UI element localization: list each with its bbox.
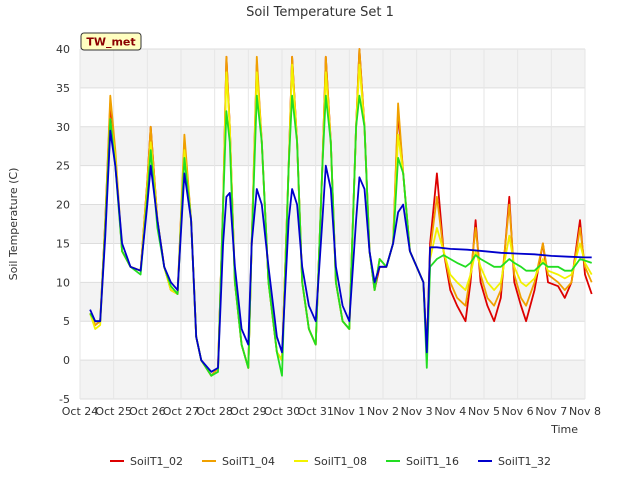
legend-label-2: SoilT1_08 (314, 455, 367, 468)
x-tick-label-8: Nov 1 (333, 405, 365, 418)
x-tick-label-7: Oct 31 (297, 405, 334, 418)
station-label: TW_met (86, 36, 135, 49)
legend: SoilT1_02 SoilT1_04 SoilT1_08 SoilT1_16 Soil… (110, 455, 551, 468)
chart-title: Soil Temperature Set 1 (246, 5, 394, 20)
y-tick-label-4: 15 (56, 237, 70, 250)
x-tick-label-10: Nov 3 (401, 405, 433, 418)
band-7 (80, 87, 585, 127)
y-tick-label-0: -5 (59, 393, 70, 406)
x-tick-label-15: Nov 8 (569, 405, 601, 418)
band-0 (80, 360, 585, 399)
series-line-soilt1-32 (89, 129, 592, 373)
x-tick-label-3: Oct 27 (163, 405, 200, 418)
y-tick-label-7: 30 (56, 121, 70, 134)
x-tick-label-0: Oct 24 (62, 405, 99, 418)
x-tick-label-4: Oct 28 (196, 405, 233, 418)
band-6 (80, 126, 585, 166)
band-3 (80, 243, 585, 283)
x-tick-label-5: Oct 29 (230, 405, 267, 418)
series-line-soilt1-16 (89, 94, 592, 377)
x-tick-label-2: Oct 26 (129, 405, 166, 418)
x-tick-label-14: Nov 7 (535, 405, 567, 418)
legend-label-1: SoilT1_04 (222, 455, 275, 468)
x-tick-label-1: Oct 25 (95, 405, 132, 418)
y-tick-label-5: 20 (56, 199, 70, 212)
y-tick-label-3: 10 (56, 276, 70, 289)
x-tick-label-13: Nov 6 (502, 405, 534, 418)
x-tick-label-6: Oct 30 (264, 405, 301, 418)
y-tick-label-9: 40 (56, 43, 70, 56)
station-label-background (80, 32, 142, 51)
y-tick-label-2: 5 (63, 315, 70, 328)
y-tick-label-6: 25 (56, 160, 70, 173)
legend-label-3: SoilT1_16 (406, 455, 459, 468)
x-tick-label-9: Nov 2 (367, 405, 399, 418)
series-lines (89, 48, 593, 377)
x-axis-label: Time (550, 423, 578, 436)
legend-label-4: SoilT1_32 (498, 455, 551, 468)
x-tick-label-12: Nov 5 (468, 405, 500, 418)
y-tick-label-8: 35 (56, 82, 70, 95)
x-tick-label-11: Nov 4 (434, 405, 466, 418)
band-8 (80, 49, 585, 88)
y-tick-label-1: 0 (63, 354, 70, 367)
station-label-box: TW_met (80, 32, 142, 51)
y-axis-label: Soil Temperature (C) (7, 168, 20, 281)
band-1 (80, 321, 585, 361)
y-axis-ticks: -5 0 5 10 15 20 25 30 35 40 (56, 43, 70, 406)
band-2 (80, 282, 585, 322)
legend-label-0: SoilT1_02 (130, 455, 183, 468)
